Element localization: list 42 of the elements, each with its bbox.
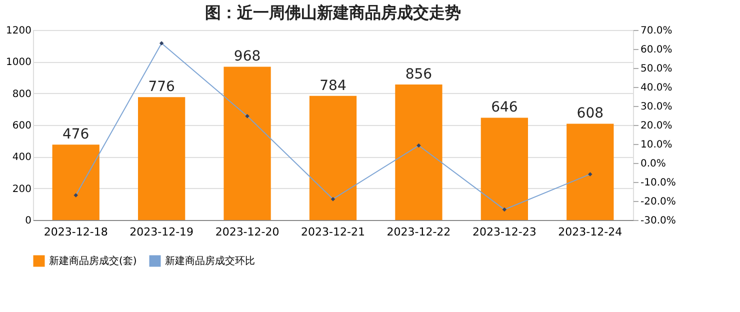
y-tick-label: 200 (12, 184, 32, 195)
y2-tick-label: -20.0% (640, 196, 676, 208)
y2-tick-label: 40.0% (640, 82, 672, 94)
data-label: 776 (148, 79, 176, 96)
y2-tick-label: 60.0% (640, 44, 672, 56)
bar (224, 66, 271, 220)
bar (138, 97, 186, 220)
y-tick-label: 1200 (6, 26, 32, 36)
x-tick-label: 2023-12-22 (386, 226, 451, 238)
legend-label: 新建商品房成交环比 (165, 255, 255, 267)
y-tick-label: 0 (25, 216, 32, 226)
bar (480, 118, 528, 220)
y-tick-label: 1000 (6, 57, 32, 68)
bar (52, 144, 100, 220)
x-tick-label: 2023-12-19 (130, 226, 194, 238)
x-tick-label: 2023-12-21 (301, 226, 365, 238)
y-tick-label: 800 (12, 88, 32, 100)
data-label: 608 (576, 106, 604, 122)
data-label: 856 (405, 66, 432, 82)
y2-tick-label: 20.0% (640, 120, 672, 132)
legend-label: 新建商品房成交(套) (49, 255, 137, 267)
data-label: 476 (62, 126, 90, 143)
y2-tick-label: -10.0% (640, 178, 676, 188)
y-tick-label: 400 (12, 152, 32, 164)
x-tick-label: 2023-12-23 (472, 226, 536, 238)
y2-tick-label: 30.0% (640, 102, 672, 112)
bar (566, 124, 614, 220)
y2-tick-label: 50.0% (640, 64, 672, 74)
chart-title: 图：近一周佛山新建商品房成交走势 (205, 3, 461, 22)
y2-tick-label: 10.0% (640, 140, 672, 150)
data-label: 968 (234, 48, 261, 65)
bar (395, 84, 442, 220)
y2-tick-label: 0.0% (640, 158, 666, 170)
x-tick-label: 2023-12-18 (44, 226, 108, 238)
bar (309, 96, 357, 220)
x-tick-label: 2023-12-24 (558, 226, 622, 238)
y2-tick-label: 70.0% (640, 26, 672, 36)
y-tick-label: 600 (12, 120, 32, 132)
x-tick-label: 2023-12-20 (215, 226, 280, 238)
data-label: 646 (491, 100, 518, 116)
y2-tick-label: -30.0% (640, 216, 676, 226)
data-label: 784 (320, 78, 346, 94)
